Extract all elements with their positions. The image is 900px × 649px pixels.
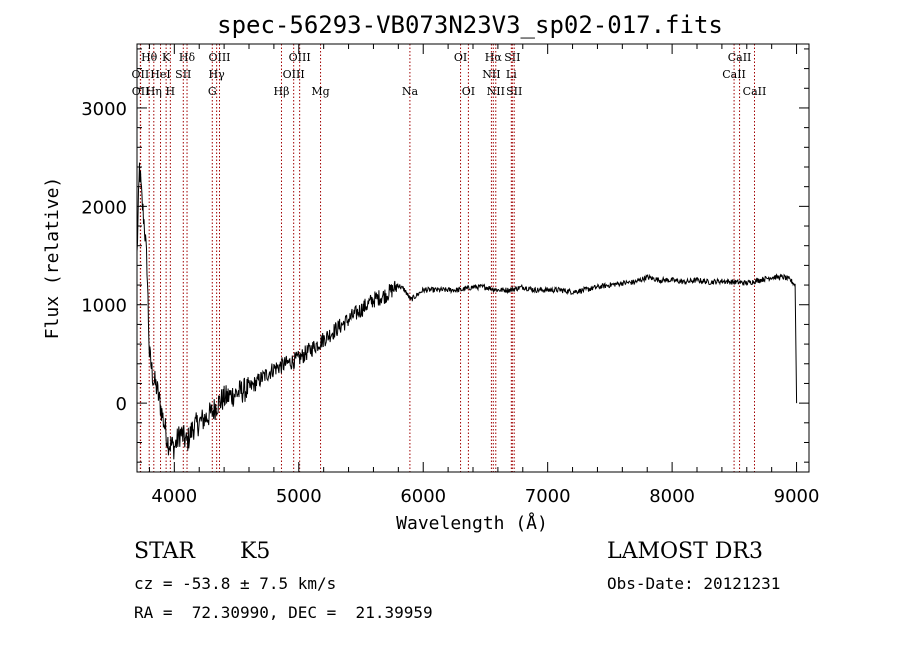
spectral-line-label: K: [162, 51, 171, 64]
object-class: STAR: [134, 539, 195, 564]
y-tick-label: 0: [116, 394, 127, 415]
spectral-line-label: OII: [132, 85, 150, 98]
object-subclass: K5: [240, 539, 271, 564]
x-axis-label: Wavelength (Å): [396, 512, 548, 534]
x-axis: 4000 5000 6000 7000 8000 9000: [148, 44, 820, 507]
redshift-text: cz = -53.8 ± 7.5 km/s: [134, 574, 337, 593]
obs-date-text: Obs-Date: 20121231: [607, 574, 781, 593]
x-tick-label: 7000: [525, 486, 571, 507]
y-axis: 0 1000 2000 3000: [81, 48, 809, 463]
spectral-line-label: Hδ: [179, 51, 196, 64]
spectral-line-label: OI: [454, 51, 467, 64]
spectral-line-label: OIII: [289, 51, 311, 64]
x-tick-label: 4000: [151, 486, 197, 507]
spectral-line-label: NII: [482, 68, 500, 81]
x-tick-label: 5000: [276, 486, 322, 507]
spectral-line-label: NII: [487, 85, 505, 98]
chart-title: spec-56293-VB073N23V3_sp02-017.fits: [217, 11, 723, 39]
spectral-line-label: Hθ: [141, 51, 158, 64]
spectral-line-label: HeI: [150, 68, 170, 81]
plot-frame: [136, 43, 810, 473]
y-tick-label: 2000: [81, 197, 127, 218]
spectral-line-label: SII: [504, 51, 520, 64]
spectral-line-label: Li: [506, 68, 517, 81]
y-tick-label: 3000: [81, 99, 127, 120]
spectral-line-label: G: [208, 85, 217, 98]
spectral-line-label: Na: [402, 85, 419, 98]
spectral-line-label: SII: [175, 68, 191, 81]
spectral-line-label: OI: [462, 85, 475, 98]
spectral-line-label: OIII: [283, 68, 305, 81]
x-tick-label: 6000: [400, 486, 446, 507]
flux-series-line: [136, 162, 798, 460]
spectral-line-label: Hβ: [274, 85, 290, 98]
survey-name: LAMOST DR3: [607, 539, 763, 564]
spectral-line-label: Hα: [485, 51, 503, 64]
x-tick-label: 8000: [649, 486, 695, 507]
spectral-line-label: OIII: [208, 51, 230, 64]
x-tick-label: 9000: [774, 486, 820, 507]
coordinates-text: RA = 72.30990, DEC = 21.39959: [134, 603, 433, 622]
y-tick-label: 1000: [81, 296, 127, 317]
spectral-line-label: Hγ: [209, 68, 226, 81]
spectral-line-label: CaII: [728, 51, 752, 64]
spectral-line-label: CaII: [722, 68, 746, 81]
spectral-line-label: SII: [506, 85, 522, 98]
y-axis-label: Flux (relative): [42, 177, 63, 340]
spectral-line-label: Mg: [311, 85, 329, 98]
spectral-line-label: Hη: [146, 85, 162, 98]
spectral-line-label: CaII: [743, 85, 767, 98]
spectral-line-label: OII: [132, 68, 150, 81]
spectral-line-label: H: [166, 85, 176, 98]
